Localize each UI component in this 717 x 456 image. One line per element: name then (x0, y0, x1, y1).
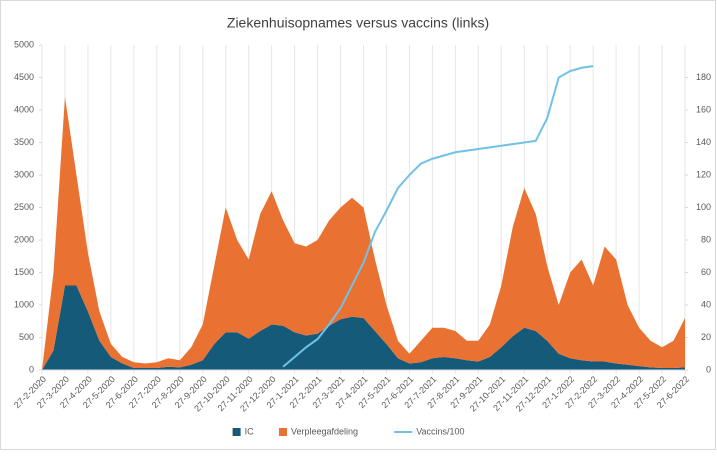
y-tick-label: 2500 (14, 202, 34, 212)
y-tick-label: 3500 (14, 137, 34, 147)
y-tick-label: 3000 (14, 169, 34, 179)
y2-tick-label: 60 (701, 267, 711, 277)
y2-tick-label: 180 (696, 72, 711, 82)
y2-tick-label: 20 (701, 332, 711, 342)
y-tick-label: 4500 (14, 72, 34, 82)
y-tick-label: 1000 (14, 299, 34, 309)
y-tick-label: 0 (29, 364, 34, 374)
y2-tick-label: 0 (706, 364, 711, 374)
y-tick-label: 1500 (14, 267, 34, 277)
area-1 (42, 97, 685, 370)
y2-tick-label: 120 (696, 169, 711, 179)
legend-label: Vaccins/100 (416, 426, 464, 436)
y-tick-label: 4000 (14, 104, 34, 114)
legend-label: Verpleegafdeling (291, 426, 358, 436)
y2-tick-label: 80 (701, 234, 711, 244)
area-0 (42, 285, 685, 370)
y-tick-label: 2000 (14, 234, 34, 244)
y2-tick-label: 140 (696, 137, 711, 147)
y2-tick-label: 160 (696, 104, 711, 114)
y2-tick-label: 40 (701, 299, 711, 309)
legend-swatch (279, 428, 287, 436)
vaccine-line (282, 65, 594, 368)
y-tick-label: 5000 (14, 39, 34, 49)
legend-label: IC (245, 426, 255, 436)
y2-tick-label: 100 (696, 202, 711, 212)
legend-swatch (232, 428, 241, 436)
y-tick-label: 500 (19, 332, 34, 342)
chart-title: Ziekenhuisopnames versus vaccins (links) (227, 15, 489, 31)
